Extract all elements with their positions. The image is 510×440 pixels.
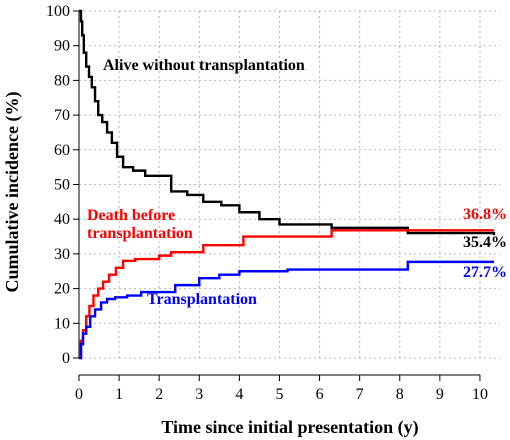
y-tick-label: 10 (54, 315, 70, 332)
x-axis-label: Time since initial presentation (y) (161, 417, 418, 438)
x-tick-label: 0 (75, 386, 83, 403)
y-tick-label: 80 (54, 72, 70, 89)
y-tick-label: 60 (54, 142, 70, 159)
y-tick-label: 40 (54, 211, 70, 228)
annotation-death-before: Death before (87, 207, 175, 224)
end-label-transplantation: 27.7% (463, 264, 507, 281)
series-layer (79, 9, 496, 360)
x-tick-label: 8 (396, 386, 404, 403)
x-tick-label: 2 (155, 386, 163, 403)
y-tick-label: 20 (54, 281, 70, 298)
x-tick-label: 3 (195, 386, 203, 403)
x-tick-label: 5 (275, 386, 283, 403)
y-tick-label: 90 (54, 38, 70, 55)
x-tick-label: 6 (316, 386, 324, 403)
series-line-death-before-transplantation (79, 229, 494, 360)
series-line-alive-without-transplantation (79, 9, 496, 236)
y-tick-label: 30 (54, 246, 70, 263)
end-label-alive-without-transplantation: 35.4% (463, 234, 507, 251)
annotation-transplantation-red: transplantation (87, 225, 193, 242)
y-tick-label: 50 (54, 177, 70, 194)
series-line-transplantation (79, 260, 494, 360)
x-tick-label: 7 (356, 386, 364, 403)
axes-layer: 0 10 20 30 40 50 60 70 80 90 100 0 1 2 3 4 5 6 7 8 9 10 (46, 3, 488, 403)
x-tick-label: 4 (235, 386, 243, 403)
y-tick-label: 70 (54, 107, 70, 124)
x-tick-label: 1 (115, 386, 123, 403)
y-tick-label: 100 (46, 3, 70, 20)
annotation-alive-without-transplantation: Alive without transplantation (103, 57, 305, 74)
grid-layer (78, 10, 500, 359)
x-tick-label: 9 (436, 386, 444, 403)
end-label-death-before-transplantation: 36.8% (463, 206, 507, 223)
y-tick-label: 0 (62, 350, 70, 367)
y-axis-label: Cumulative incidence (%) (2, 92, 23, 293)
annotation-transplantation-blue: Transplantation (147, 291, 257, 308)
x-tick-label: 10 (472, 386, 488, 403)
